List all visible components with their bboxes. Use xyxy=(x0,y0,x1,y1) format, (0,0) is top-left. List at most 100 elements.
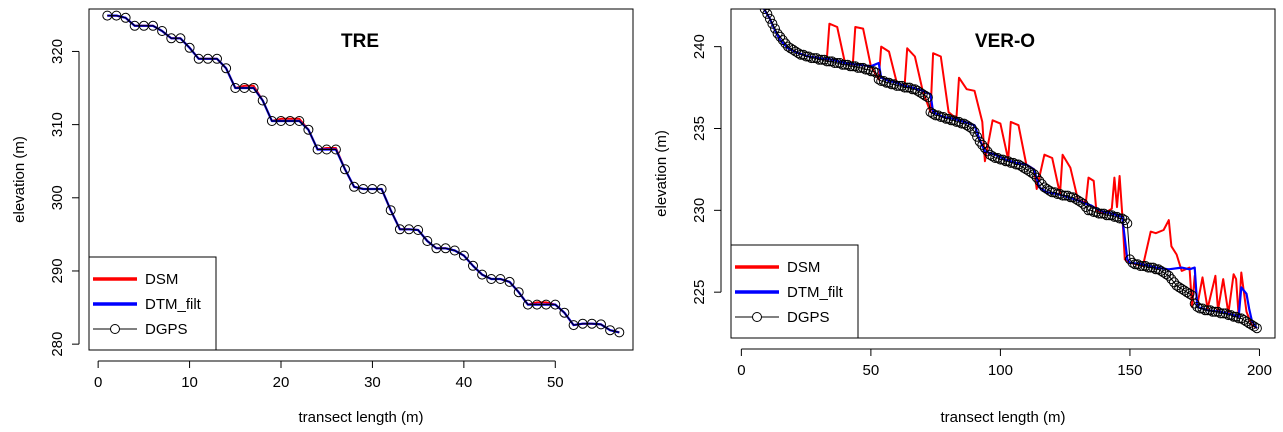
series-dgps-point xyxy=(458,250,469,261)
series-dgps-point xyxy=(440,243,451,254)
series-dgps-point xyxy=(221,63,232,74)
series-dgps-point xyxy=(951,116,962,127)
series-dgps-point xyxy=(912,85,923,96)
series-dgps-point xyxy=(977,139,988,150)
series-dgps-point xyxy=(902,82,913,93)
y-tick-label: 310 xyxy=(49,112,66,137)
series-dgps-point xyxy=(795,49,806,60)
plot-frame xyxy=(88,8,634,351)
legend-swatch-marker xyxy=(110,324,120,334)
series-dgps-point xyxy=(832,58,843,68)
series-dgps-point xyxy=(808,53,819,64)
series-dgps-point xyxy=(1018,162,1029,173)
series-dgps-point xyxy=(935,112,946,122)
series-dgps-point xyxy=(1213,306,1223,317)
series-dgps-point xyxy=(376,184,387,194)
series-dgps-point xyxy=(1153,264,1164,275)
series-dgps-point xyxy=(1171,280,1182,291)
series-dgps-point xyxy=(1249,321,1260,332)
series-dgps-point xyxy=(764,13,775,24)
series-dgps-point xyxy=(550,299,561,310)
series-dgps-point xyxy=(1223,310,1234,321)
series-dgps-point xyxy=(865,66,876,77)
series-dgps-point xyxy=(495,274,506,284)
series-dgps-point xyxy=(513,287,524,298)
legend-label: DTM_filt xyxy=(145,296,202,313)
legend: DSM DTM_filt DGPS xyxy=(88,256,217,351)
series-dgps-point xyxy=(1228,311,1239,322)
chart-title: TRE xyxy=(341,31,379,52)
series-dgps-point xyxy=(801,51,812,62)
series-dgps-point xyxy=(1200,305,1211,316)
legend: DSM DTM_filt DGPS xyxy=(730,244,859,339)
series-dgps-point xyxy=(788,44,799,55)
series-dgps-point xyxy=(385,205,396,216)
series-dgps-point xyxy=(1210,306,1221,317)
series-dgps-point xyxy=(840,59,850,70)
series-dgps-point xyxy=(1181,287,1192,298)
series-dgps-point xyxy=(814,54,825,65)
series-dgps-point xyxy=(824,56,835,67)
y-tick-label: 320 xyxy=(49,39,66,64)
series-dgps-point xyxy=(330,144,341,155)
plot-frame xyxy=(730,8,1276,339)
series-dgps-point xyxy=(922,92,933,103)
series-dgps-point xyxy=(785,43,796,54)
series-dgps-point xyxy=(1073,195,1084,206)
series-dgps-point xyxy=(184,42,195,53)
series-dgps-point xyxy=(1194,303,1205,314)
y-tick-label: 230 xyxy=(691,198,708,223)
series-dgps-point xyxy=(1156,265,1166,276)
series-dgps-point xyxy=(1174,282,1185,293)
series-dgps-point xyxy=(1093,208,1104,219)
x-tick-label: 0 xyxy=(94,374,102,391)
x-tick-label: 40 xyxy=(456,374,473,391)
series-dgps-point xyxy=(1021,164,1032,175)
series-dgps-point xyxy=(759,9,770,14)
series-dgps-point xyxy=(1101,210,1112,221)
series-dgps-point xyxy=(917,89,928,100)
series-dgps-point xyxy=(972,131,983,142)
x-tick-label: 10 xyxy=(181,374,198,391)
series-dgps-point xyxy=(1013,159,1024,170)
series-dgps-point xyxy=(1119,215,1130,226)
panel-tre: 0 10 20 30 40 50 280 290 300 310 320 transect lengt… xyxy=(11,8,634,426)
series-dgps-point xyxy=(422,236,433,246)
series-dgps-point xyxy=(959,118,970,129)
series-dgps-point xyxy=(995,154,1006,165)
series-dgps-point xyxy=(1207,306,1218,317)
series-dgps-point xyxy=(876,76,887,86)
series-dgps-point xyxy=(1215,308,1226,319)
series-dgps-point xyxy=(1169,277,1179,288)
series-dgps-point xyxy=(806,53,817,64)
series-dgps-point xyxy=(1114,213,1125,224)
series-dgps-point xyxy=(1016,161,1027,172)
series-dgps-point xyxy=(1080,202,1091,213)
legend-swatch-marker xyxy=(752,312,762,322)
series-dgps-point xyxy=(468,260,478,271)
series-dgps-point xyxy=(969,126,980,137)
series-dgps-point xyxy=(1070,193,1081,204)
series-dgps-point xyxy=(1096,208,1107,219)
plot-area xyxy=(102,10,625,338)
legend-label: DSM xyxy=(787,259,820,276)
series-dgps-point xyxy=(868,66,879,77)
series-dgps-point xyxy=(930,110,941,121)
series-dgps-point xyxy=(1205,305,1216,316)
x-axis-label: transect length (m) xyxy=(940,409,1065,426)
series-dgps-point xyxy=(477,269,488,280)
chart-title: VER-O xyxy=(975,31,1035,52)
series-dgps-point xyxy=(1005,157,1016,168)
series-dgps-point xyxy=(946,115,957,126)
series-dgps-point xyxy=(614,327,625,338)
series-dgps-point xyxy=(899,82,910,93)
series-dgps-point xyxy=(881,77,892,88)
legend-label: DGPS xyxy=(787,309,830,326)
series-dgps-point xyxy=(1197,303,1208,314)
series-dgps-point xyxy=(1158,267,1169,278)
x-tick-label: 50 xyxy=(547,374,564,391)
series-dgps-point xyxy=(827,56,837,67)
series-dgps-point xyxy=(915,87,926,98)
series-dgps-point xyxy=(1109,211,1120,222)
series-dgps-point xyxy=(1122,218,1133,229)
